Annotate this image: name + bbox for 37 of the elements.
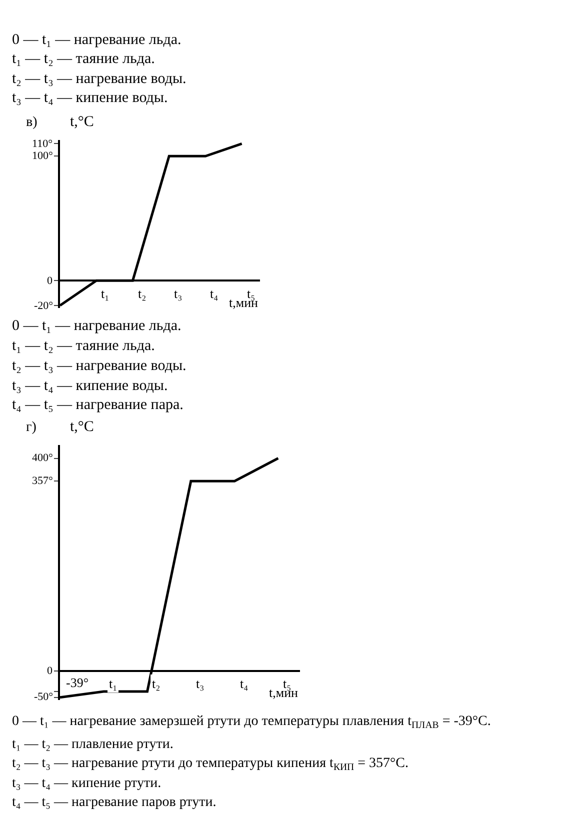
text: 0 — t₁ — нагревание замерзшей ртути до температуры плавления t$_{ПЛАВ}$ = -39°C. <box>12 714 491 731</box>
text: t₁ — t₂ — плавление ртути. <box>12 737 174 752</box>
text: 0 — t₁ — нагревание льда. <box>12 32 182 48</box>
y-tick-label: 400° <box>32 452 53 464</box>
x-tick-label: t₁ <box>109 676 118 691</box>
text: t₂ — t₃ — нагревание ртути до температуры кипения t$_{КИП}$ = 357°C. <box>12 756 408 773</box>
annotation: -39° <box>66 675 89 690</box>
x-tick-label: t₄ <box>210 286 219 301</box>
text: t₂ — t₃ — нагревание воды. <box>12 71 186 87</box>
x-tick-label: t₅ <box>247 286 256 301</box>
y-axis-title: t,°C <box>70 419 94 435</box>
text: 0 — t₁ — нагревание льда. <box>12 318 182 334</box>
y-tick-label: -20° <box>34 300 54 312</box>
x-tick-label: t₂ <box>138 286 146 301</box>
chart-title: г) <box>26 420 37 435</box>
text: t₁ — t₂ — таяние льда. <box>12 51 155 67</box>
text: t₄ — t₅ — нагревание пара. <box>12 397 184 413</box>
chart-title: в) <box>26 115 38 130</box>
y-tick-label: 0 <box>47 665 53 677</box>
text: t₃ — t₄ — кипение воды. <box>12 90 168 106</box>
x-tick-label: t₄ <box>240 676 249 691</box>
y-axis-title: t,°C <box>70 114 94 130</box>
text: t₃ — t₄ — кипение ртути. <box>12 776 162 791</box>
x-tick-label: t₁ <box>101 286 110 301</box>
text: t₁ — t₂ — таяние льда. <box>12 338 155 354</box>
text: t₄ — t₅ — нагревание паров ртути. <box>12 795 216 810</box>
x-tick-label: t₅ <box>283 676 292 691</box>
y-tick-label: 357° <box>32 475 53 487</box>
text: t₂ — t₃ — нагревание воды. <box>12 358 186 374</box>
x-tick-label: t₂ <box>152 676 160 691</box>
y-tick-label: 110° <box>32 138 52 150</box>
x-tick-label: t₃ <box>174 286 182 301</box>
y-tick-label: 100° <box>32 150 53 162</box>
text: t₃ — t₄ — кипение воды. <box>12 378 168 394</box>
x-tick-label: t₃ <box>196 676 204 691</box>
y-tick-label: -50° <box>34 691 54 703</box>
y-tick-label: 0 <box>47 275 53 287</box>
